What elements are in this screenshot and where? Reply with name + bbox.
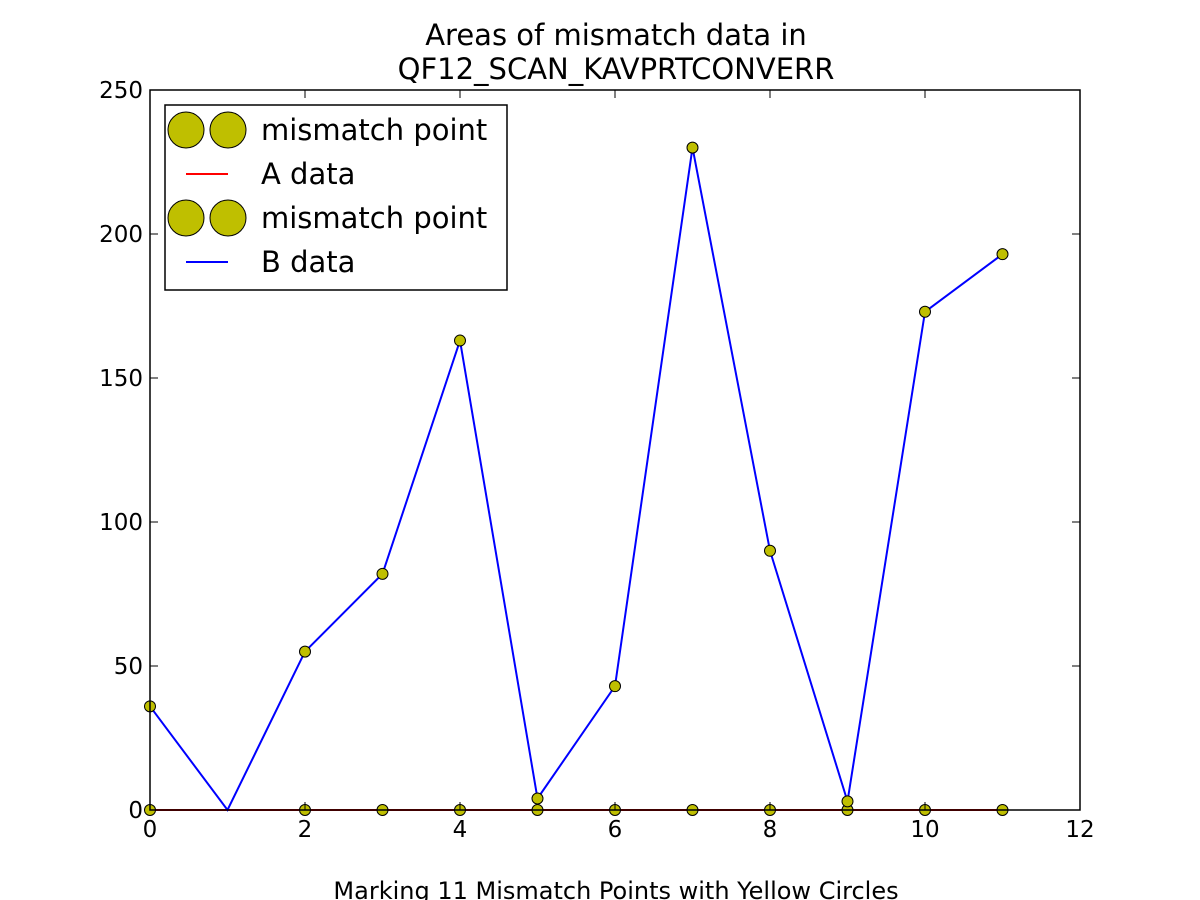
legend-marker-swatch	[167, 199, 205, 237]
mismatch-point-marker	[996, 248, 1009, 261]
mismatch-point-marker	[609, 680, 621, 693]
y-tick-label: 50	[114, 654, 143, 680]
legend-marker-swatch	[167, 111, 205, 149]
legend-label-4: B data	[261, 245, 355, 279]
y-tick-label: 100	[99, 510, 143, 536]
x-tick-label: 6	[608, 817, 623, 843]
x-tick-label: 12	[1065, 817, 1094, 843]
x-tick-label: 2	[298, 817, 313, 843]
mismatch-point-marker	[841, 795, 854, 808]
mismatch-point-marker	[299, 645, 311, 658]
chart-title-line-2: QF12_SCAN_KAVPRTCONVERR	[398, 52, 835, 86]
mismatch-point-marker	[764, 544, 776, 557]
x-tick-label: 8	[763, 817, 778, 843]
x-tick-label: 0	[143, 817, 158, 843]
legend: mismatch point A data mismatch point B d…	[164, 104, 508, 291]
y-tick-label: 150	[99, 366, 143, 392]
legend-label-1: mismatch point	[261, 113, 487, 147]
legend-label-3: mismatch point	[261, 201, 487, 235]
legend-label-2: A data	[261, 157, 355, 191]
mismatch-point-marker	[919, 305, 931, 318]
y-tick-label: 0	[128, 798, 143, 824]
x-tick-label: 10	[910, 817, 939, 843]
mismatch-point-marker	[376, 567, 389, 580]
series-line-3	[149, 147, 1004, 812]
y-tick-label: 250	[99, 78, 143, 104]
chart-title-line-1: Areas of mismatch data in	[425, 18, 807, 52]
legend-marker-swatch	[209, 111, 247, 149]
mismatch-point-marker	[686, 141, 699, 154]
axes-layer: 0 2 4 6 8 10 12 0 50 100 150 200 250	[99, 78, 1095, 843]
x-axis-label: Marking 11 Mismatch Points with Yellow C…	[333, 877, 898, 900]
legend-marker-swatch	[209, 199, 247, 237]
x-tick-label: 4	[453, 817, 468, 843]
y-tick-label: 200	[99, 222, 143, 248]
mismatch-point-marker	[454, 334, 466, 347]
mismatch-point-marker	[531, 792, 544, 805]
legend-swatches	[167, 111, 247, 263]
